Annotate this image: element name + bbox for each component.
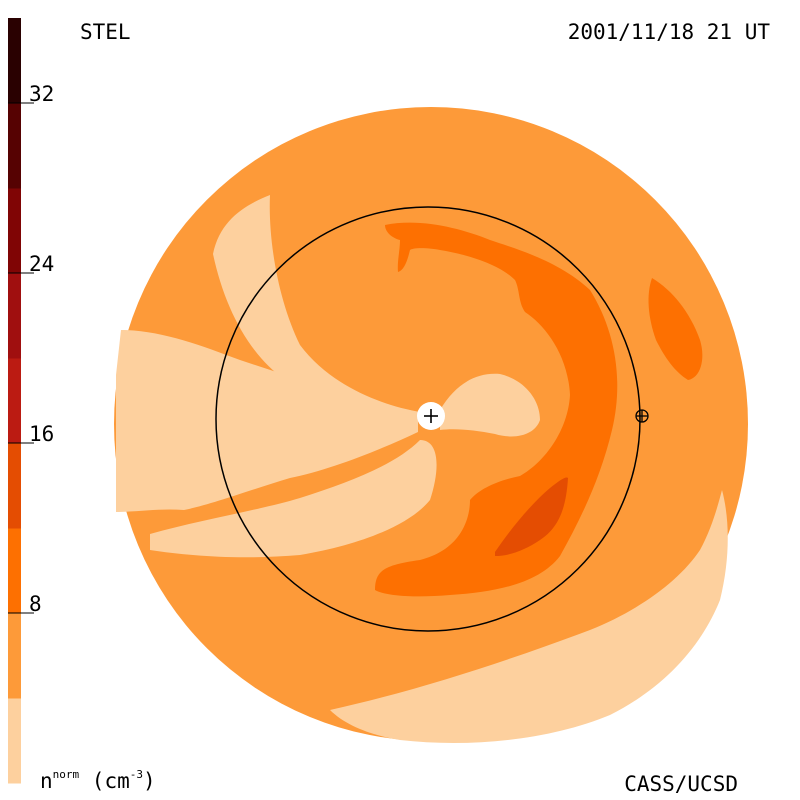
colorbar-level-8 bbox=[8, 18, 21, 104]
low-density-band-southwest bbox=[150, 440, 437, 558]
institution-label: CASS/UCSD bbox=[624, 772, 738, 796]
colorbar-level-0 bbox=[8, 698, 21, 784]
unit-paren-close: ) bbox=[142, 769, 156, 793]
low-density-band-west bbox=[116, 330, 418, 512]
unit-paren-open: (cm bbox=[79, 769, 130, 793]
density-blob-east bbox=[648, 278, 703, 380]
colorbar-tick-label-0: 8 bbox=[29, 592, 42, 616]
low-density-crescent-southeast bbox=[330, 490, 728, 743]
earth-marker bbox=[635, 409, 649, 423]
low-density-regions bbox=[116, 195, 728, 743]
colorbar-unit-label: nnorm (cm-3) bbox=[40, 768, 156, 793]
low-density-arc-northwest bbox=[213, 195, 420, 418]
colorbar-level-7 bbox=[8, 103, 21, 189]
colorbar-level-3 bbox=[8, 443, 21, 529]
unit-exponent: -3 bbox=[129, 768, 143, 781]
sun-marker bbox=[417, 402, 445, 430]
colorbar-tick-label-3: 32 bbox=[29, 82, 54, 106]
colorbar-level-1 bbox=[8, 613, 21, 699]
timestamp-label: 2001/11/18 21 UT bbox=[567, 20, 770, 44]
observatory-label: STEL bbox=[80, 20, 131, 44]
colorbar-level-2 bbox=[8, 528, 21, 614]
high-density-core bbox=[495, 477, 568, 556]
low-density-lobe-center bbox=[440, 373, 540, 437]
colorbar: 8 16 24 32 bbox=[8, 18, 54, 784]
unit-superscript: norm bbox=[52, 768, 80, 781]
unit-base: n bbox=[40, 769, 53, 793]
colorbar-tick-label-1: 16 bbox=[29, 422, 54, 446]
earth-orbit-circle bbox=[215, 206, 641, 632]
colorbar-level-4 bbox=[8, 358, 21, 444]
colorbar-level-6 bbox=[8, 188, 21, 274]
colorbar-level-5 bbox=[8, 273, 21, 359]
colorbar-tick-label-2: 24 bbox=[29, 252, 54, 276]
